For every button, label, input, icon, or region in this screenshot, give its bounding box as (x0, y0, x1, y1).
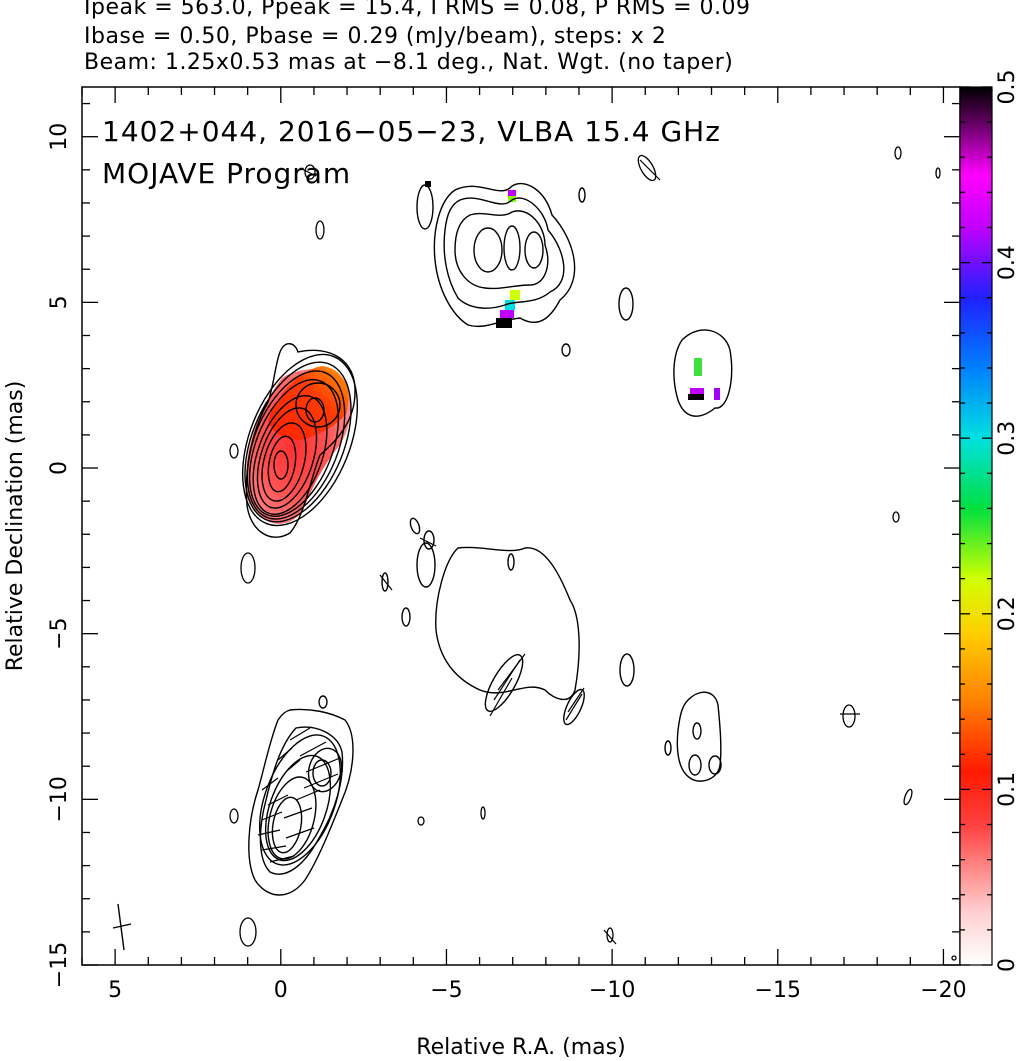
contours-south-extended (381, 517, 585, 726)
colorbar-tick-label: 0.4 (995, 245, 1020, 280)
colorbar-tick-label: 0.1 (995, 772, 1020, 807)
y-tick-label: −15 (47, 942, 72, 988)
beam-ellipse (112, 903, 132, 951)
axis-tick-labels: 5 0 −5 −10 −15 −20 10 5 0 −5 −10 −15 (47, 123, 967, 1003)
y-tick-label: −5 (47, 617, 72, 649)
header-line-1: Ipeak = 563.0, Ppeak = 15.4, I RMS = 0.0… (84, 0, 751, 20)
y-tick-label: −10 (47, 776, 72, 822)
header-line-3: Beam: 1.25x0.53 mas at −8.1 deg., Nat. W… (84, 50, 734, 75)
x-tick-label: −5 (430, 978, 462, 1003)
y-tick-label: 0 (47, 461, 72, 475)
x-tick-label: −20 (920, 978, 966, 1003)
x-tick-label: 0 (274, 978, 288, 1003)
y-tick-label: 10 (47, 123, 72, 151)
chart-title: 1402+044, 2016−05−23, VLBA 15.4 GHz (102, 115, 721, 148)
x-tick-label: −10 (589, 978, 635, 1003)
colorbar-tick-label: 0.3 (995, 421, 1020, 456)
y-axis-label: Relative Declination (mas) (3, 381, 28, 672)
polarization-vectors (257, 159, 860, 945)
axis-ticks (81, 87, 960, 966)
contours-east (673, 329, 733, 417)
colorbar-ticks (960, 86, 992, 966)
polarization-pixels-north (425, 181, 520, 328)
polarization-pixels-east (688, 358, 720, 400)
header-line-2: Ibase = 0.50, Pbase = 0.29 (mJy/beam), s… (84, 24, 667, 49)
contours-southwest (619, 653, 722, 782)
colorbar-tick-labels: 0 0.1 0.2 0.3 0.4 0.5 (995, 70, 1020, 973)
x-tick-label: 5 (108, 978, 122, 1003)
colorbar (959, 86, 993, 966)
colorbar-tick-label: 0 (995, 958, 1020, 972)
contours-south-component (248, 695, 354, 896)
plot-frame (81, 86, 961, 966)
x-tick-label: −15 (755, 978, 801, 1003)
contours-north (416, 182, 634, 357)
colorbar-tick-label: 0.5 (995, 70, 1020, 105)
contours-core (241, 343, 359, 538)
colorbar-tick-label: 0.2 (995, 596, 1020, 631)
noise-contours (229, 146, 957, 961)
chart-subtitle: MOJAVE Program (102, 157, 351, 190)
y-tick-label: 5 (47, 295, 72, 309)
x-axis-label: Relative R.A. (mas) (416, 1035, 625, 1060)
